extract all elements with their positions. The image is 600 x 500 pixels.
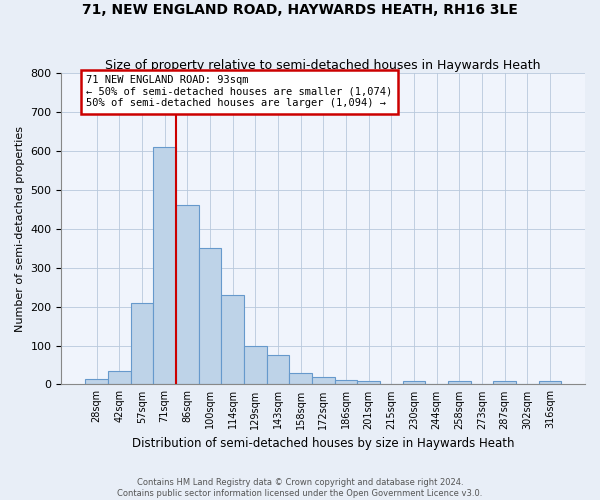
Bar — [153, 147, 176, 384]
Y-axis label: Number of semi-detached properties: Number of semi-detached properties — [15, 126, 25, 332]
Bar — [266, 355, 289, 384]
Bar — [289, 373, 312, 384]
Bar — [131, 302, 153, 384]
Text: 71 NEW ENGLAND ROAD: 93sqm
← 50% of semi-detached houses are smaller (1,074)
50%: 71 NEW ENGLAND ROAD: 93sqm ← 50% of semi… — [86, 75, 392, 108]
Bar — [85, 378, 108, 384]
Bar — [244, 346, 266, 385]
Bar — [221, 295, 244, 384]
Bar — [199, 248, 221, 384]
Title: Size of property relative to semi-detached houses in Haywards Heath: Size of property relative to semi-detach… — [106, 59, 541, 72]
Bar — [335, 380, 357, 384]
X-axis label: Distribution of semi-detached houses by size in Haywards Heath: Distribution of semi-detached houses by … — [132, 437, 514, 450]
Bar — [539, 380, 561, 384]
Bar — [108, 371, 131, 384]
Bar — [403, 380, 425, 384]
Bar — [176, 206, 199, 384]
Text: Contains HM Land Registry data © Crown copyright and database right 2024.
Contai: Contains HM Land Registry data © Crown c… — [118, 478, 482, 498]
Bar — [448, 382, 470, 384]
Bar — [357, 380, 380, 384]
Text: 71, NEW ENGLAND ROAD, HAYWARDS HEATH, RH16 3LE: 71, NEW ENGLAND ROAD, HAYWARDS HEATH, RH… — [82, 2, 518, 16]
Bar — [312, 376, 335, 384]
Bar — [493, 380, 516, 384]
